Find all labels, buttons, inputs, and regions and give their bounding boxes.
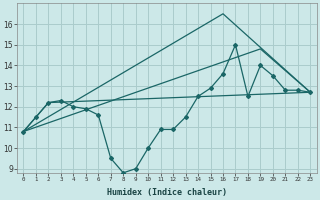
X-axis label: Humidex (Indice chaleur): Humidex (Indice chaleur) (107, 188, 227, 197)
